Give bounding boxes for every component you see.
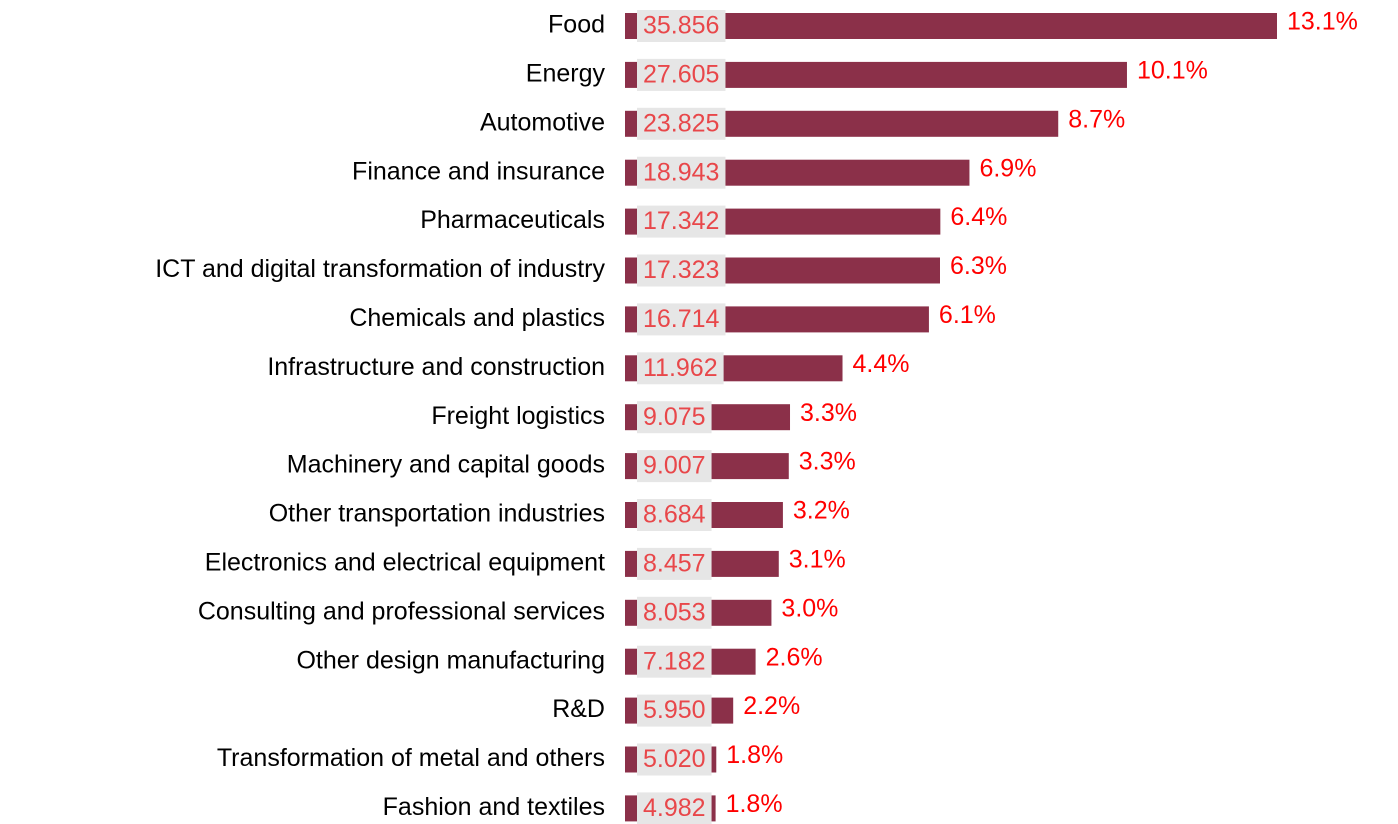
category-label: ICT and digital transformation of indust… (155, 255, 605, 283)
category-label: Electronics and electrical equipment (205, 549, 605, 577)
value-box (637, 254, 726, 287)
value-label: 16.714 (643, 305, 720, 333)
category-label: Infrastructure and construction (267, 353, 605, 381)
share-label: 3.3% (800, 399, 857, 427)
category-label: Food (548, 11, 605, 39)
value-box (637, 352, 724, 385)
value-box (637, 547, 712, 580)
value-box (637, 743, 712, 776)
value-label: 23.825 (643, 109, 719, 137)
value-label: 9.075 (643, 403, 706, 431)
category-label: Finance and insurance (352, 157, 605, 185)
share-label: 2.2% (743, 692, 800, 720)
share-label: 13.1% (1287, 8, 1358, 36)
share-label: 10.1% (1137, 57, 1208, 85)
value-box (637, 58, 726, 91)
category-label: R&D (552, 695, 605, 723)
value-box (637, 401, 712, 434)
value-box (637, 205, 726, 238)
share-label: 6.1% (939, 301, 996, 329)
share-label: 4.4% (853, 350, 910, 378)
value-label: 18.943 (643, 158, 719, 186)
value-box (637, 596, 712, 629)
value-label: 17.323 (643, 256, 719, 284)
category-label: Energy (526, 60, 606, 88)
value-label: 5.950 (643, 696, 706, 724)
value-box (637, 450, 712, 483)
share-label: 2.6% (766, 643, 823, 671)
share-label: 3.0% (781, 594, 838, 622)
category-label: Consulting and professional services (198, 597, 605, 625)
value-label: 4.982 (643, 794, 706, 822)
category-label: Machinery and capital goods (287, 451, 605, 479)
category-label: Pharmaceuticals (420, 206, 605, 234)
share-label: 3.1% (789, 546, 846, 574)
bar (625, 13, 1277, 39)
share-label: 8.7% (1068, 105, 1125, 133)
share-label: 3.3% (799, 448, 856, 476)
value-box (637, 303, 726, 336)
value-label: 17.342 (643, 207, 719, 235)
category-label: Fashion and textiles (383, 793, 605, 821)
share-label: 6.3% (950, 252, 1007, 280)
value-label: 8.457 (643, 550, 706, 578)
category-label: Other design manufacturing (296, 646, 605, 674)
value-label: 5.020 (643, 745, 706, 773)
value-label: 11.962 (643, 354, 718, 382)
category-label: Other transportation industries (269, 500, 605, 528)
value-label: 8.053 (643, 598, 706, 626)
value-box (637, 156, 726, 189)
category-label: Transformation of metal and others (217, 744, 605, 772)
share-label: 1.8% (726, 790, 783, 818)
share-label: 6.9% (979, 154, 1036, 182)
value-label: 27.605 (643, 61, 719, 89)
value-box (637, 10, 726, 42)
category-label: Freight logistics (431, 402, 605, 430)
category-label: Chemicals and plastics (349, 304, 605, 332)
value-label: 9.007 (643, 452, 706, 480)
value-label: 7.182 (643, 647, 706, 675)
share-label: 1.8% (726, 741, 783, 769)
value-box (637, 499, 712, 531)
value-box (637, 107, 726, 140)
share-label: 3.2% (793, 497, 850, 525)
value-label: 35.856 (643, 12, 719, 40)
value-box (637, 792, 712, 824)
value-label: 8.684 (643, 501, 706, 529)
value-box (637, 694, 712, 727)
share-label: 6.4% (950, 203, 1007, 231)
category-label: Automotive (480, 108, 605, 136)
value-box (637, 645, 712, 678)
